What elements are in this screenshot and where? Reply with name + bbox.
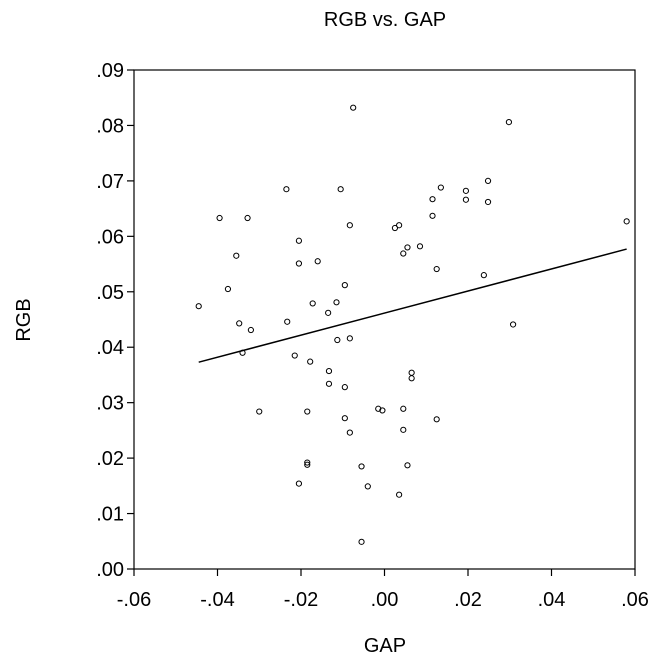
data-point bbox=[480, 272, 487, 279]
data-point bbox=[358, 463, 365, 470]
x-tick-label: -.04 bbox=[200, 589, 234, 611]
data-point bbox=[239, 349, 246, 356]
x-tick-label: .06 bbox=[621, 589, 649, 611]
x-tick-label: .00 bbox=[371, 589, 399, 611]
data-point bbox=[337, 186, 344, 193]
data-point bbox=[462, 187, 470, 194]
data-point bbox=[379, 407, 386, 414]
y-tick-label: .04 bbox=[96, 337, 124, 359]
regression-line-layer bbox=[198, 248, 627, 363]
data-point bbox=[247, 326, 254, 334]
data-point bbox=[623, 218, 630, 225]
data-point bbox=[314, 258, 321, 265]
data-point bbox=[400, 250, 407, 257]
y-axis: .00 .01 .02 .03 .04 .05 .06 .07 .08 .09 bbox=[96, 60, 134, 581]
data-point bbox=[325, 367, 333, 375]
data-point bbox=[484, 198, 492, 206]
y-tick-label: .08 bbox=[96, 115, 124, 137]
data-point bbox=[429, 196, 436, 203]
data-point bbox=[396, 491, 403, 498]
data-point bbox=[462, 196, 470, 203]
y-tick-label: .03 bbox=[96, 393, 124, 415]
data-point bbox=[346, 335, 353, 342]
data-point bbox=[396, 222, 403, 229]
y-tick-label: .01 bbox=[96, 504, 124, 526]
data-point bbox=[295, 480, 303, 487]
data-point bbox=[283, 186, 290, 193]
data-point bbox=[484, 177, 492, 184]
data-point bbox=[216, 214, 223, 222]
data-point bbox=[364, 483, 371, 490]
data-point bbox=[437, 184, 444, 191]
data-point bbox=[404, 462, 411, 469]
y-tick-label: .00 bbox=[96, 559, 124, 581]
x-tick-label: -.02 bbox=[284, 589, 318, 611]
data-point bbox=[391, 224, 399, 232]
data-point bbox=[400, 426, 407, 433]
data-point bbox=[404, 244, 411, 251]
data-point bbox=[341, 415, 348, 422]
data-point bbox=[358, 538, 365, 545]
data-point bbox=[195, 303, 202, 310]
plot-frame bbox=[133, 69, 636, 570]
data-point bbox=[304, 461, 311, 468]
chart-title: RGB vs. GAP bbox=[324, 9, 446, 31]
x-tick-label: .04 bbox=[538, 589, 566, 611]
data-point bbox=[291, 352, 298, 359]
data-point bbox=[236, 320, 243, 327]
data-point bbox=[408, 369, 415, 376]
y-tick-label: .05 bbox=[96, 282, 124, 304]
data-points bbox=[195, 104, 630, 545]
data-point bbox=[416, 243, 424, 250]
data-point bbox=[346, 222, 353, 229]
y-axis-label: RGB bbox=[13, 298, 35, 341]
x-axis: -.06 -.04 -.02 .00 .02 .04 .06 bbox=[117, 569, 649, 611]
data-point bbox=[334, 336, 341, 344]
data-point bbox=[341, 384, 348, 391]
data-point bbox=[509, 321, 517, 328]
data-point bbox=[224, 285, 232, 293]
data-point bbox=[233, 252, 240, 259]
data-point bbox=[244, 214, 251, 222]
data-point bbox=[325, 309, 332, 316]
data-point bbox=[408, 375, 415, 382]
x-tick-label: -.06 bbox=[117, 589, 151, 611]
data-point bbox=[295, 260, 303, 267]
x-tick-label: .02 bbox=[454, 589, 482, 611]
data-point bbox=[304, 459, 311, 466]
data-point bbox=[350, 104, 357, 111]
data-point bbox=[433, 265, 440, 273]
y-tick-label: .02 bbox=[96, 448, 124, 470]
data-point bbox=[333, 299, 340, 306]
data-point bbox=[309, 300, 316, 307]
data-point bbox=[307, 358, 314, 365]
data-point bbox=[346, 429, 353, 436]
data-point bbox=[341, 282, 348, 289]
y-tick-label: .07 bbox=[96, 171, 124, 193]
data-point bbox=[505, 119, 513, 126]
data-point bbox=[256, 408, 263, 415]
x-axis-label: GAP bbox=[364, 635, 406, 657]
data-point bbox=[325, 380, 333, 387]
regression-line bbox=[198, 248, 627, 363]
data-point bbox=[429, 212, 436, 219]
data-point bbox=[284, 318, 291, 325]
y-tick-label: .06 bbox=[96, 226, 124, 248]
data-point bbox=[433, 416, 440, 423]
data-point bbox=[400, 405, 407, 412]
data-point bbox=[295, 237, 303, 244]
data-point bbox=[304, 408, 311, 415]
y-tick-label: .09 bbox=[96, 60, 124, 82]
